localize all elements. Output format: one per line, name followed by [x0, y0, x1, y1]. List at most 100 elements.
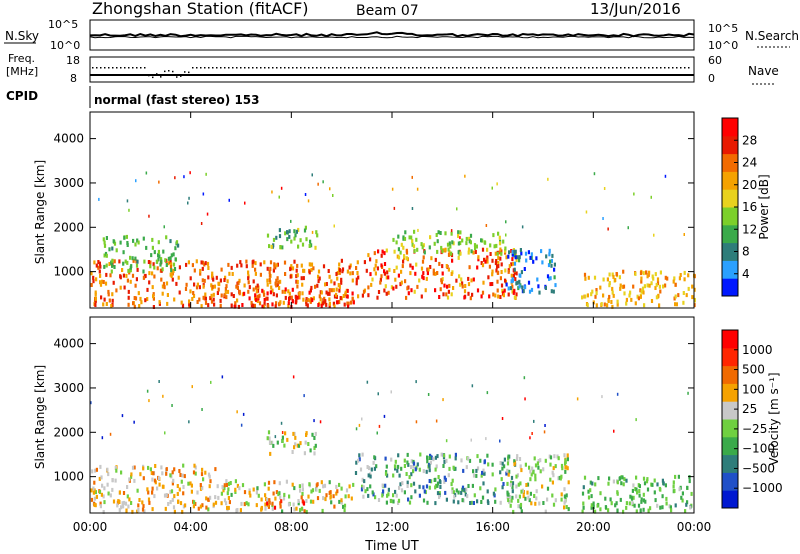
cpid-label: CPID [6, 89, 38, 103]
heatmap-cell [661, 494, 664, 499]
heatmap-cell [264, 506, 267, 511]
heatmap-cell [335, 287, 338, 292]
freq-panel: Freq. [MHz] 18 8 60 0 Nave [6, 52, 779, 85]
heatmap-cell [625, 478, 628, 483]
heatmap-cell [687, 286, 690, 291]
heatmap-cell [329, 490, 332, 495]
heatmap-cell [399, 250, 402, 255]
heatmap-cell [304, 440, 307, 445]
heatmap-cell [422, 243, 425, 248]
heatmap-cell [383, 269, 386, 274]
velocity-x-axis: 00:00 04:00 08:00 12:00 16:00 20:00 00:00 [73, 317, 711, 534]
heatmap-cell [188, 302, 191, 307]
heatmap-cell [110, 304, 113, 308]
heatmap-cell [479, 458, 482, 463]
heatmap-cell [616, 302, 619, 307]
heatmap-cell [412, 244, 416, 249]
heatmap-cell [335, 491, 338, 496]
heatmap-cell [310, 243, 313, 248]
heatmap-cell [517, 504, 520, 509]
heatmap-cell [461, 498, 464, 503]
heatmap-cell [563, 505, 566, 510]
heatmap-cell [93, 488, 96, 493]
heatmap-cell [372, 460, 375, 465]
heatmap-cell [635, 475, 638, 480]
nave-point [292, 67, 294, 69]
heatmap-cell [457, 233, 460, 238]
colorbar-cell [722, 401, 738, 420]
heatmap-cell [366, 465, 369, 469]
heatmap-cell [127, 504, 130, 509]
heatmap-cell [102, 302, 105, 307]
heatmap-cell [402, 245, 405, 250]
heatmap-cell [447, 247, 450, 252]
heatmap-cell [254, 261, 257, 266]
heatmap-cell [460, 490, 463, 495]
heatmap-cell [169, 272, 172, 277]
heatmap-cell [105, 236, 108, 240]
nave-point [184, 71, 186, 73]
y-tick-label: 3000 [53, 176, 84, 190]
heatmap-cell [333, 281, 336, 286]
heatmap-cell [412, 464, 415, 469]
heatmap-cell [151, 285, 154, 290]
heatmap-cell [145, 171, 148, 175]
heatmap-cell [501, 466, 504, 471]
heatmap-cell [434, 271, 437, 276]
heatmap-cell [290, 239, 293, 244]
heatmap-cell [414, 271, 417, 276]
heatmap-cell [141, 507, 145, 512]
heatmap-cell [347, 494, 350, 499]
heatmap-cell [527, 250, 530, 255]
heatmap-cell [318, 276, 321, 281]
heatmap-cell [549, 276, 552, 281]
heatmap-cell [468, 236, 471, 241]
heatmap-cell [528, 498, 531, 503]
heatmap-cell [238, 486, 241, 491]
heatmap-cell [551, 470, 554, 475]
heatmap-cell [189, 276, 192, 281]
heatmap-cell [110, 269, 113, 274]
heatmap-cell [345, 488, 349, 493]
nave-point [512, 67, 514, 69]
noise-left-tick-top: 10^5 [48, 18, 78, 31]
heatmap-cell [113, 265, 116, 269]
heatmap-cell [219, 278, 222, 283]
heatmap-cell [355, 277, 358, 282]
heatmap-cell [407, 291, 410, 296]
heatmap-cell [347, 301, 350, 306]
heatmap-cell [320, 290, 323, 295]
heatmap-cell [486, 259, 489, 264]
heatmap-cell [430, 456, 433, 460]
heatmap-cell [284, 431, 287, 436]
nave-point [628, 67, 630, 69]
heatmap-cell [409, 271, 412, 276]
heatmap-cell [312, 499, 315, 504]
heatmap-cell [205, 496, 208, 501]
heatmap-cell [438, 479, 441, 484]
heatmap-cell [445, 264, 448, 268]
heatmap-cell [515, 281, 518, 286]
heatmap-cell [633, 503, 636, 508]
heatmap-cell [148, 399, 150, 403]
heatmap-cell [384, 471, 388, 476]
heatmap-cell [693, 303, 696, 308]
colorbar-cell [722, 330, 738, 349]
heatmap-cell [98, 269, 101, 274]
heatmap-cell [205, 505, 208, 510]
heatmap-cell [524, 251, 528, 256]
heatmap-cell [297, 443, 301, 448]
heatmap-cell [515, 494, 518, 499]
heatmap-cell [526, 490, 529, 495]
heatmap-cell [511, 289, 514, 294]
heatmap-cell [206, 212, 209, 216]
heatmap-cell [100, 475, 103, 480]
heatmap-cell [477, 257, 480, 262]
heatmap-cell [267, 504, 270, 509]
heatmap-cell [263, 304, 266, 309]
heatmap-cell [539, 469, 542, 474]
heatmap-cell [440, 280, 443, 285]
nave-point [664, 67, 666, 69]
heatmap-cell [144, 298, 147, 303]
heatmap-cell [283, 260, 287, 265]
